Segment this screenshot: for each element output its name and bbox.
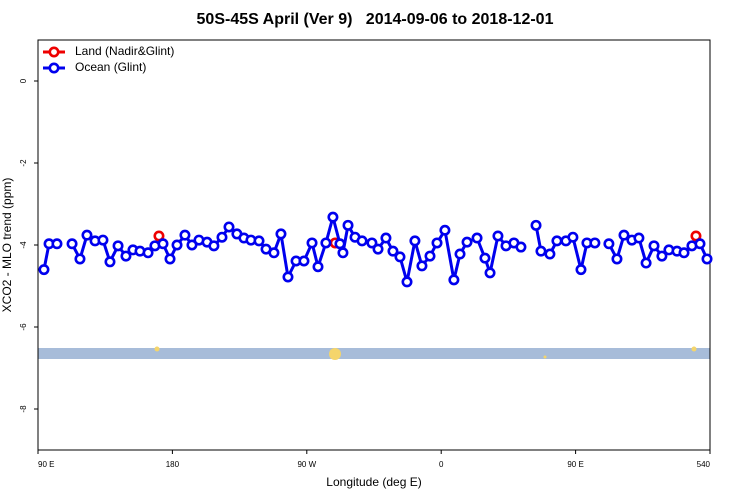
y-tick-label: -6 xyxy=(19,323,28,331)
data-point xyxy=(208,240,220,252)
data-point xyxy=(484,267,496,279)
data-point xyxy=(186,239,198,251)
data-point xyxy=(648,240,660,252)
data-point xyxy=(157,238,169,250)
data-point xyxy=(327,211,339,223)
data-point xyxy=(356,235,368,247)
data-point xyxy=(611,253,623,265)
data-point xyxy=(38,264,50,276)
legend-marker xyxy=(48,62,60,74)
data-point xyxy=(164,253,176,265)
data-point xyxy=(448,274,460,286)
glint-spot xyxy=(543,355,547,359)
data-point xyxy=(268,247,280,259)
glint-spot xyxy=(691,346,697,352)
data-point xyxy=(551,235,563,247)
x-axis-label: Longitude (deg E) xyxy=(326,475,421,489)
data-point xyxy=(454,248,466,260)
y-axis-label: XCO2 - MLO trend (ppm) xyxy=(0,178,14,313)
x-tick-label: 90 E xyxy=(567,460,583,469)
data-point xyxy=(253,235,265,247)
y-tick-label: 0 xyxy=(19,78,28,83)
data-point xyxy=(81,229,93,241)
data-point xyxy=(320,237,332,249)
data-point xyxy=(439,224,451,236)
x-tick-label: 90 E xyxy=(38,460,54,469)
data-point xyxy=(461,236,473,248)
data-point xyxy=(312,261,324,273)
data-point xyxy=(387,245,399,257)
data-point xyxy=(515,241,527,253)
data-point xyxy=(104,256,116,268)
data-point xyxy=(74,253,86,265)
glint-spot xyxy=(329,348,341,360)
data-point xyxy=(678,247,690,259)
x-tick-label: 90 W xyxy=(297,460,316,469)
data-point xyxy=(298,255,310,267)
data-point xyxy=(142,247,154,259)
data-point xyxy=(342,219,354,231)
data-point xyxy=(694,238,706,250)
data-point xyxy=(306,237,318,249)
data-point xyxy=(544,248,556,260)
chart-title: 50S-45S April (Ver 9) 2014-09-06 to 2018… xyxy=(197,11,554,28)
legend-label: Ocean (Glint) xyxy=(75,60,146,74)
data-point xyxy=(530,219,542,231)
data-point xyxy=(471,232,483,244)
data-point xyxy=(394,251,406,263)
data-point xyxy=(603,238,615,250)
data-point xyxy=(535,245,547,257)
data-point xyxy=(618,229,630,241)
data-point xyxy=(112,240,124,252)
data-point xyxy=(171,239,183,251)
x-tick-label: 0 xyxy=(439,460,444,469)
data-point xyxy=(216,231,228,243)
data-point xyxy=(567,231,579,243)
data-point xyxy=(492,230,504,242)
data-point xyxy=(51,238,63,250)
data-point xyxy=(409,235,421,247)
data-point xyxy=(372,243,384,255)
glint-spot xyxy=(154,346,160,352)
data-point xyxy=(97,234,109,246)
data-point xyxy=(416,260,428,272)
data-point xyxy=(479,252,491,264)
data-point xyxy=(424,250,436,262)
data-point xyxy=(282,271,294,283)
data-point xyxy=(380,232,392,244)
data-point xyxy=(633,232,645,244)
data-point xyxy=(701,253,713,265)
x-tick-label: 180 xyxy=(166,460,180,469)
data-point xyxy=(223,221,235,233)
data-point xyxy=(337,247,349,259)
data-point xyxy=(575,264,587,276)
y-tick-label: -2 xyxy=(19,159,28,167)
legend-marker xyxy=(48,46,60,58)
y-tick-label: -8 xyxy=(19,405,28,413)
data-point xyxy=(656,250,668,262)
data-point xyxy=(66,238,78,250)
data-point xyxy=(589,237,601,249)
y-tick-label: -4 xyxy=(19,241,28,249)
data-point xyxy=(120,250,132,262)
x-tick-label: 540 xyxy=(697,460,711,469)
data-point xyxy=(179,229,191,241)
data-point xyxy=(640,257,652,269)
data-point xyxy=(431,237,443,249)
data-point xyxy=(334,238,346,250)
glint-band xyxy=(38,348,710,359)
data-point xyxy=(401,276,413,288)
data-point xyxy=(366,237,378,249)
legend-label: Land (Nadir&Glint) xyxy=(75,44,174,58)
data-point xyxy=(275,228,287,240)
